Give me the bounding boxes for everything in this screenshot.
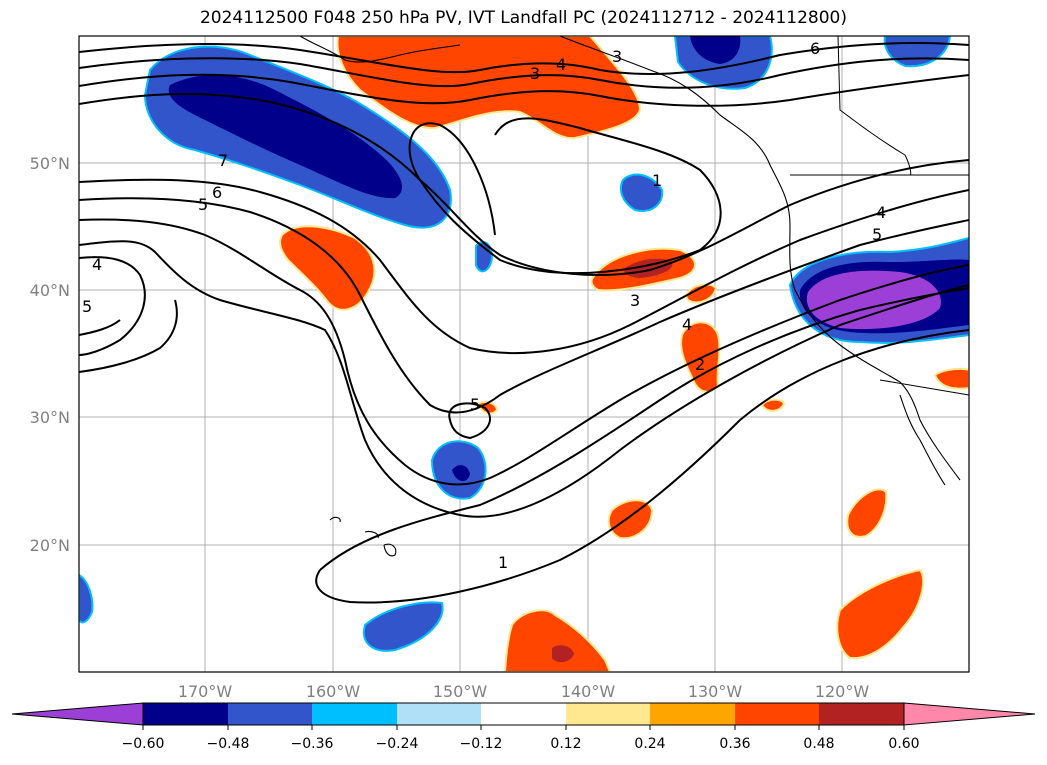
- navy-core-gulf-alaska: [168, 74, 403, 199]
- contour-label: 3: [530, 64, 540, 83]
- lon-label: 130°W: [688, 682, 743, 701]
- orange-region-bering: [336, 36, 642, 140]
- orange-blob-tiny-a: [760, 398, 786, 412]
- colorbar-right-extension: [903, 702, 1036, 726]
- blue-region-northeast: [883, 36, 952, 68]
- colorbar-segment: [650, 703, 735, 725]
- colorbar-segment: [228, 703, 312, 725]
- orange-region-south: [503, 609, 612, 672]
- colorbar-segment: [566, 703, 650, 725]
- contour-labels: 7 6 5 4 5 3 4 3 1 3 4 2 5 1 4 5 6: [82, 39, 886, 572]
- lat-label: 30°N: [30, 408, 70, 427]
- orange-blob-small-a: [685, 283, 718, 304]
- lon-label: 160°W: [306, 682, 361, 701]
- orange-region-dateline: [279, 225, 376, 311]
- colorbar-tick-label: 0.36: [719, 736, 750, 752]
- longitude-labels: 170°W 160°W 150°W 140°W 130°W 120°W: [178, 682, 870, 701]
- red-core-south: [552, 645, 574, 663]
- lat-label: 20°N: [30, 536, 70, 555]
- positive-pv-shading: [279, 36, 969, 672]
- lon-label: 120°W: [815, 682, 870, 701]
- colorbar-segment: [819, 703, 904, 725]
- colorbar-segment: [397, 703, 481, 725]
- contour-label: 7: [218, 151, 228, 170]
- contour-label: 3: [630, 291, 640, 310]
- blue-blob-midpac: [619, 173, 664, 212]
- purple-core-california: [806, 270, 941, 330]
- orange-region-offshore: [680, 321, 721, 393]
- negative-pv-shading: [79, 36, 969, 652]
- contour-label: 4: [556, 55, 566, 74]
- colorbar-tick-label: −0.36: [291, 736, 334, 752]
- orange-blob-mid: [607, 499, 654, 540]
- contour-label: 5: [198, 195, 208, 214]
- orange-blob-baja-west: [836, 568, 925, 660]
- colorbar-tick-label: −0.24: [376, 736, 419, 752]
- colorbar-segment: [312, 703, 397, 725]
- colorbar-segment: [143, 703, 228, 725]
- orange-blob-se: [933, 367, 969, 390]
- colorbar-ticks: [142, 725, 905, 730]
- contour-label: 5: [470, 395, 480, 414]
- lon-label: 150°W: [433, 682, 488, 701]
- colorbar-tick-label: 0.60: [888, 736, 919, 752]
- contour-label: 5: [872, 225, 882, 244]
- latitude-labels: 50°N 40°N 30°N 20°N: [30, 154, 70, 555]
- colorbar: −0.60 −0.48 −0.36 −0.24 −0.12 0.12 0.24 …: [11, 702, 1036, 752]
- contour-label: 4: [92, 255, 102, 274]
- colorbar-frame: [142, 702, 905, 726]
- lat-label: 40°N: [30, 281, 70, 300]
- contour-label: 3: [612, 47, 622, 66]
- map-area: [79, 36, 969, 672]
- blue-blob-hawaii-south: [362, 601, 444, 652]
- colorbar-tick-label: −0.60: [122, 736, 165, 752]
- navy-core-north: [690, 36, 741, 64]
- contour-label: 5: [82, 297, 92, 316]
- colorbar-tick-label: −0.48: [207, 736, 250, 752]
- colorbar-tick-label: 0.48: [803, 736, 834, 752]
- colorbar-tick-label: −0.12: [460, 736, 503, 752]
- contour-label: 6: [212, 183, 222, 202]
- colorbar-tick-label: 0.12: [550, 736, 581, 752]
- blue-blob-west-edge: [79, 573, 94, 624]
- lon-label: 140°W: [561, 682, 616, 701]
- colorbar-segment: [735, 703, 819, 725]
- contour-label: 6: [810, 39, 820, 58]
- colorbar-tick-label: 0.24: [634, 736, 665, 752]
- colorbar-segment: [481, 703, 566, 725]
- lon-label: 170°W: [178, 682, 233, 701]
- contour-label: 4: [876, 203, 886, 222]
- lat-label: 50°N: [30, 154, 70, 173]
- contour-label: 4: [682, 315, 692, 334]
- contour-label: 1: [652, 171, 662, 190]
- map-frame: [78, 35, 970, 673]
- contour-label: 2: [695, 355, 705, 374]
- orange-blob-mexico-north: [846, 488, 888, 538]
- colorbar-left-extension: [11, 702, 144, 726]
- pv-contours: [79, 42, 969, 604]
- navy-blob-subtropical: [452, 465, 470, 482]
- contour-label: 1: [498, 553, 508, 572]
- map-title: 2024112500 F048 250 hPa PV, IVT Landfall…: [199, 8, 847, 28]
